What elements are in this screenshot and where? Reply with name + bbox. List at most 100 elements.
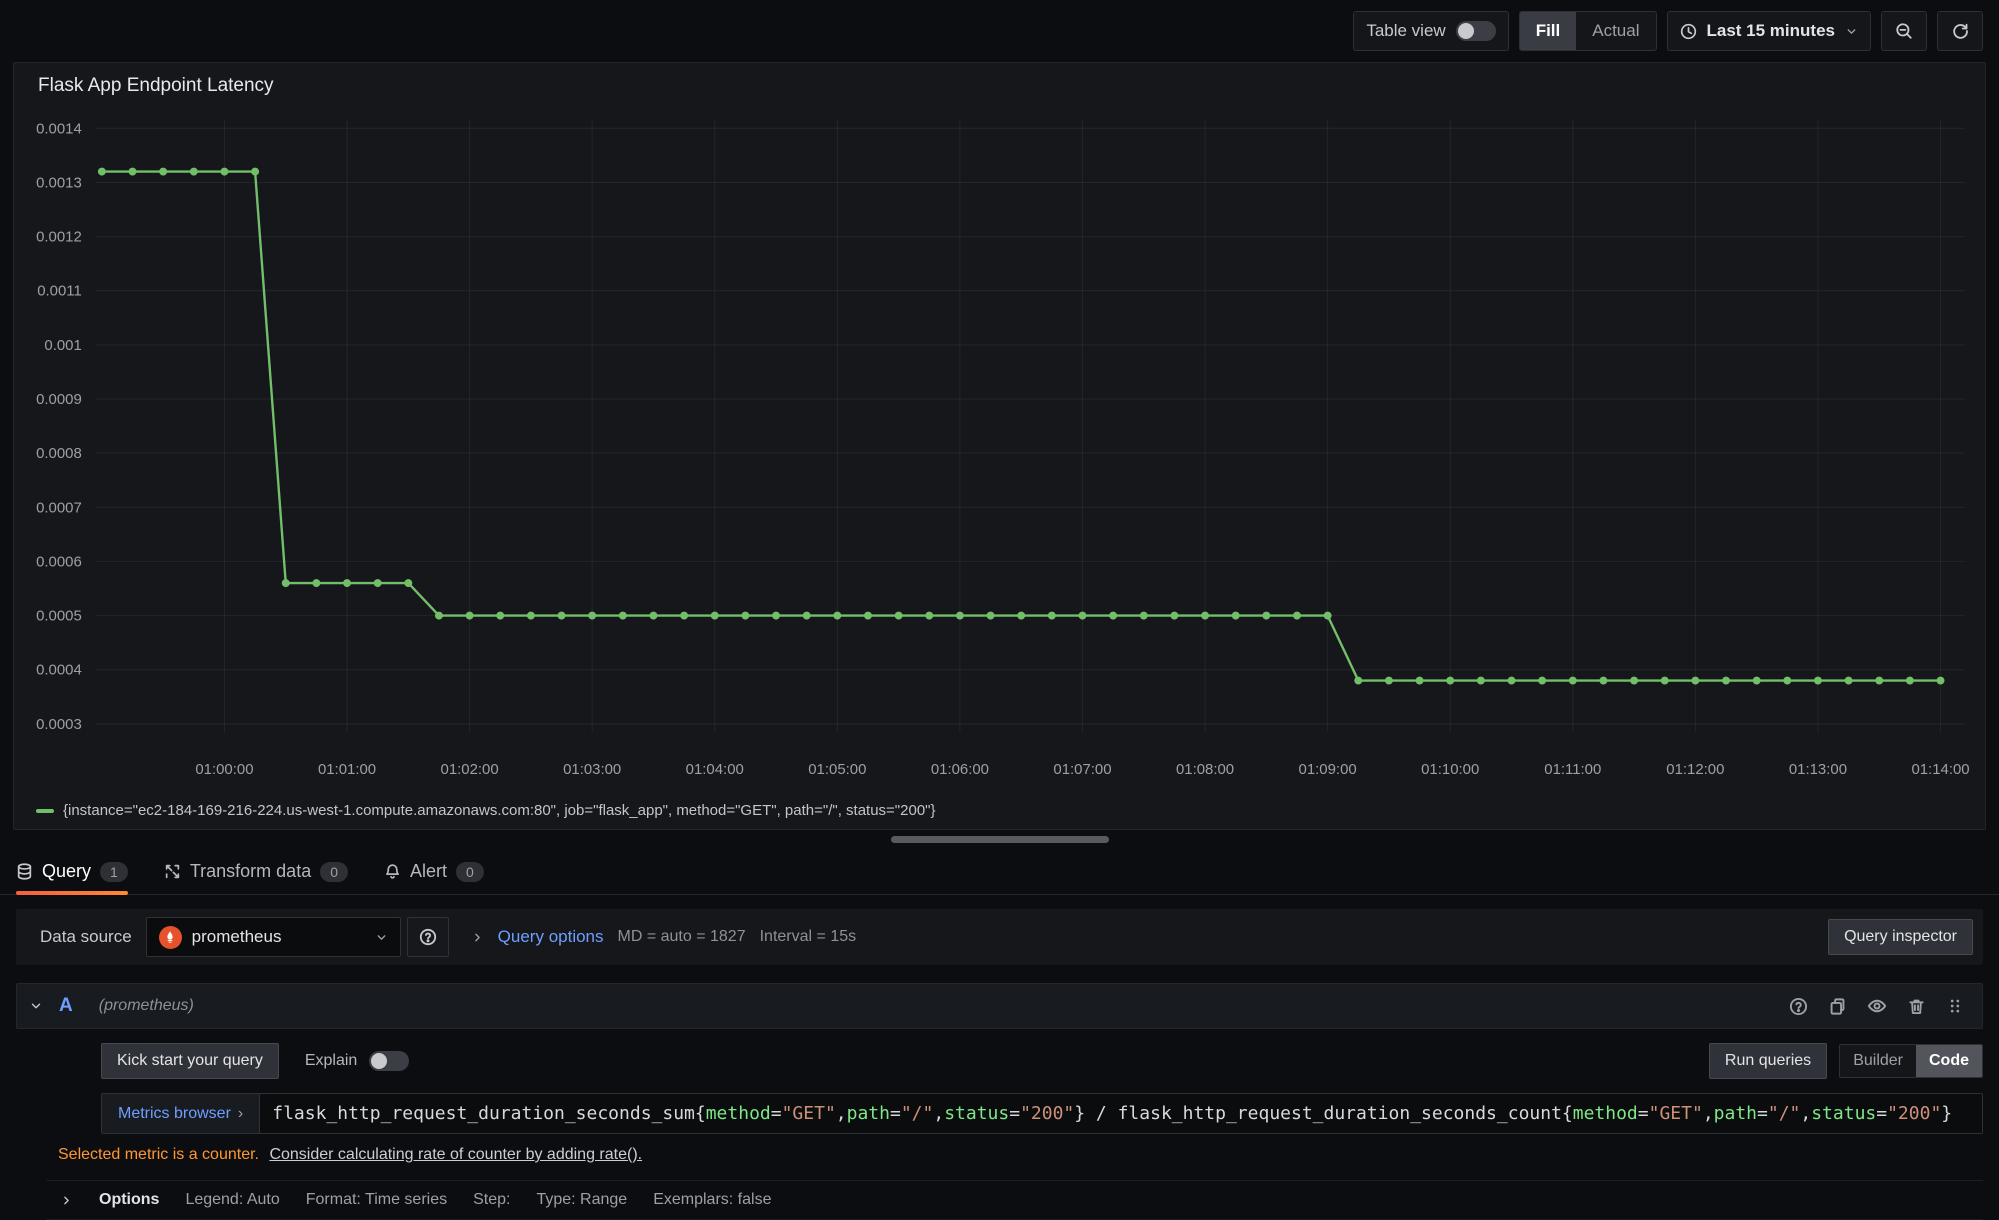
svg-text:0.0014: 0.0014 [36,120,82,137]
fill-actual-segmented: Fill Actual [1518,11,1657,51]
chevron-right-icon: › [237,1104,244,1122]
chevron-down-icon [377,934,386,940]
svg-text:01:01:00: 01:01:00 [318,761,376,778]
datasource-row: Data source prometheus Query options MD … [16,909,1983,965]
interval-value: Interval = 15s [759,928,857,945]
toggle-knob [371,1053,388,1069]
query-help-icon[interactable] [1789,997,1808,1016]
svg-text:01:10:00: 01:10:00 [1421,761,1479,778]
transform-icon [165,864,180,879]
editor-tabs: Query 1 Transform data 0 Alert 0 [0,843,1999,895]
tab-query-badge: 1 [100,861,128,882]
duplicate-query-icon[interactable] [1828,997,1847,1016]
options-row[interactable]: Options Legend: Auto Format: Time series… [46,1180,1983,1220]
chevron-down-icon [1847,28,1856,34]
query-options-toggle[interactable]: Query options [497,927,604,946]
toggle-visibility-icon[interactable] [1867,996,1887,1016]
svg-text:01:02:00: 01:02:00 [441,761,499,778]
svg-text:0.0009: 0.0009 [36,391,82,408]
query-options-group: Query options MD = auto = 1827 Interval … [471,927,856,947]
svg-text:01:13:00: 01:13:00 [1789,761,1847,778]
md-value: MD = auto = 1827 [617,928,746,945]
drag-handle-icon[interactable] [1946,997,1964,1015]
actual-option[interactable]: Actual [1592,21,1640,40]
warning-fix-link[interactable]: Consider calculating rate of counter by … [269,1146,643,1163]
option-legend: Legend: Auto [185,1191,280,1208]
svg-text:01:03:00: 01:03:00 [563,761,621,778]
svg-text:01:11:00: 01:11:00 [1544,761,1601,778]
top-toolbar: Table view Fill Actual Last 15 minutes [0,0,1999,62]
svg-text:0.0006: 0.0006 [36,553,82,570]
option-format: Format: Time series [305,1191,448,1208]
svg-text:01:08:00: 01:08:00 [1176,761,1234,778]
tab-alert[interactable]: Alert 0 [384,861,484,894]
zoom-out-icon [1896,23,1912,39]
fill-option[interactable]: Fill [1519,12,1577,50]
svg-text:0.0004: 0.0004 [36,662,82,679]
tab-transform-data[interactable]: Transform data 0 [164,861,349,894]
panel-title: Flask App Endpoint Latency [38,75,274,96]
query-editor-body: Kick start your query Explain Run querie… [16,1029,1983,1220]
datasource-help-button[interactable] [406,917,449,957]
horizontal-scrollbar[interactable] [890,836,1109,843]
svg-text:0.0007: 0.0007 [36,499,82,516]
delete-query-icon[interactable] [1907,997,1926,1016]
svg-text:0.0008: 0.0008 [36,445,82,462]
svg-text:01:06:00: 01:06:00 [931,761,989,778]
svg-text:01:04:00: 01:04:00 [686,761,744,778]
query-inspector-button[interactable]: Query inspector [1828,919,1973,955]
run-queries-button[interactable]: Run queries [1708,1043,1828,1079]
tab-query[interactable]: Query 1 [16,861,128,895]
collapse-chevron-icon[interactable] [29,999,43,1013]
tab-transform-badge: 0 [320,861,349,882]
table-view-control: Table view [1353,11,1509,51]
table-view-toggle[interactable] [1455,21,1496,41]
time-range-label: Last 15 minutes [1706,21,1836,40]
explain-control: Explain [305,1051,410,1071]
svg-text:01:14:00: 01:14:00 [1911,761,1969,778]
svg-text:0.0012: 0.0012 [36,229,82,246]
toggle-knob [1457,23,1474,39]
promql-query-input[interactable]: flask_http_request_duration_seconds_sum{… [260,1094,1982,1133]
query-ref-id: A [59,995,73,1016]
datasource-picker[interactable]: prometheus [145,917,401,957]
svg-text:0.001: 0.001 [44,337,81,354]
time-range-picker[interactable]: Last 15 minutes [1666,11,1871,51]
latency-chart[interactable]: 0.0003 0.0004 0.0005 0.0006 0.0007 0.0008 0.00… [24,103,1975,795]
svg-text:01:09:00: 01:09:00 [1299,761,1357,778]
code-option[interactable]: Code [1916,1045,1982,1077]
legend-item[interactable]: {instance="ec2-184-169-216-224.us-west-1… [24,800,1975,823]
svg-text:01:07:00: 01:07:00 [1053,761,1111,778]
prometheus-logo [158,925,182,949]
query-actions [1789,996,1970,1016]
svg-text:01:00:00: 01:00:00 [195,761,253,778]
counter-warning: Selected metric is a counter. Consider c… [58,1146,1983,1164]
database-icon [17,863,32,880]
refresh-button[interactable] [1937,11,1983,51]
panel: Flask App Endpoint Latency 0.0003 0.0004 0… [13,62,1986,830]
chevron-right-icon[interactable] [471,931,484,944]
query-datasource-hint: (prometheus) [98,997,194,1014]
zoom-out-button[interactable] [1881,11,1927,51]
builder-code-segmented: Builder Code [1839,1044,1983,1078]
options-label: Options [99,1191,160,1208]
tab-query-label: Query [42,861,92,881]
svg-text:0.0005: 0.0005 [36,608,82,625]
option-exemplars: Exemplars: false [653,1191,772,1208]
table-view-label: Table view [1366,21,1446,40]
options-chevron-icon[interactable] [60,1194,73,1207]
tab-transform-label: Transform data [189,861,312,881]
help-icon [419,928,436,946]
svg-text:0.0011: 0.0011 [37,283,82,300]
builder-option[interactable]: Builder [1853,1052,1903,1069]
clock-icon [1680,23,1696,39]
query-toolbar-row: Kick start your query Explain Run querie… [101,1043,1983,1079]
metrics-browser-toggle[interactable]: Metrics browser › [102,1094,261,1133]
warning-text: Selected metric is a counter. [58,1146,259,1163]
query-ref-header[interactable]: A (prometheus) [16,983,1983,1029]
explain-toggle[interactable] [369,1051,410,1071]
datasource-value: prometheus [191,927,282,946]
option-type: Type: Range [536,1191,628,1208]
bell-icon [386,864,399,879]
kick-start-query-button[interactable]: Kick start your query [101,1043,279,1079]
